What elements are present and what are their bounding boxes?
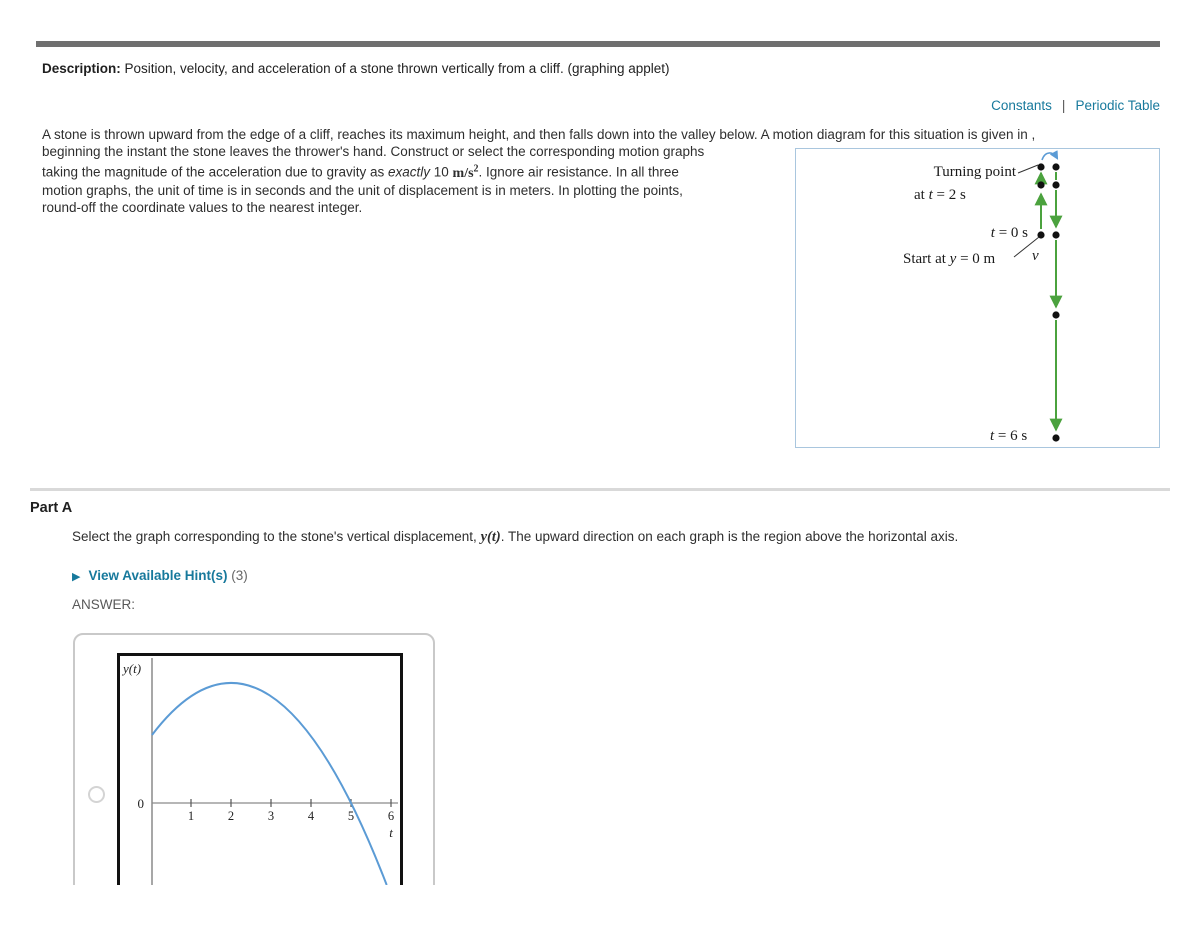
displacement-curve bbox=[151, 681, 388, 885]
reference-links: Constants | Periodic Table bbox=[0, 98, 1160, 113]
dot-down-t2 bbox=[1052, 163, 1060, 171]
origin-label: 0 bbox=[138, 796, 145, 811]
hint-count: (3) bbox=[231, 568, 248, 583]
t0-rest: = 0 s bbox=[994, 225, 1028, 241]
displacement-math-symbol: y(t) bbox=[480, 529, 501, 545]
problem-line-3: taking the magnitude of the acceleration… bbox=[42, 160, 1192, 182]
t-variable: t bbox=[928, 187, 933, 203]
dot-down-t6 bbox=[1052, 434, 1060, 442]
problem-line-1: A stone is thrown upward from the edge o… bbox=[42, 127, 1036, 142]
turning-time-rest: = 2 s bbox=[932, 187, 966, 203]
turning-point-label: Turning point bbox=[933, 164, 1016, 180]
section-divider bbox=[30, 488, 1170, 491]
prompt-post: . The upward direction on each graph is … bbox=[500, 529, 959, 544]
answer-label: ANSWER: bbox=[72, 597, 136, 612]
tick-label-3: 3 bbox=[268, 809, 274, 823]
turning-time-label: at t = 2 s bbox=[914, 187, 966, 204]
dot-down-t4 bbox=[1052, 231, 1060, 239]
turning-point-pointer-line bbox=[1017, 164, 1039, 174]
unit-exponent: 2 bbox=[473, 163, 479, 174]
tick-label-2: 2 bbox=[228, 809, 234, 823]
start-rest: = 0 m bbox=[956, 251, 996, 267]
problem-line-4: motion graphs, the unit of time is in se… bbox=[42, 182, 683, 198]
problem-line-5: round-off the coordinate values to the n… bbox=[42, 199, 363, 215]
turnaround-arc-icon bbox=[1041, 150, 1059, 161]
y-axis-label: y(t) bbox=[121, 661, 141, 676]
part-a-title: Part A bbox=[30, 500, 73, 516]
unit-base: m/s bbox=[452, 165, 474, 181]
t6-rest: = 6 s bbox=[994, 428, 1028, 444]
links-separator: | bbox=[1061, 98, 1066, 113]
answer-option-a: 1 2 3 4 5 6 0 t y(t) bbox=[73, 633, 435, 885]
dot-down-t3 bbox=[1052, 181, 1060, 189]
problem-line-2: beginning the instant the stone leaves t… bbox=[42, 144, 705, 159]
dot-up-t1 bbox=[1037, 181, 1045, 189]
y-variable: y bbox=[949, 251, 957, 267]
hint-link-label[interactable]: View Available Hint(s) bbox=[88, 568, 228, 583]
tick-label-5: 5 bbox=[348, 809, 354, 823]
t-variable: t bbox=[990, 225, 995, 241]
at-pre: at bbox=[914, 187, 929, 203]
line3-exactly: exactly bbox=[387, 164, 430, 180]
option-graph-frame: 1 2 3 4 5 6 0 t y(t) bbox=[117, 653, 403, 885]
line3-units: m/s2 bbox=[452, 163, 479, 181]
t-variable: t bbox=[990, 428, 995, 444]
x-axis-label: t bbox=[389, 825, 393, 840]
line3-mid: 10 bbox=[430, 164, 453, 180]
velocity-vector-label: v⃗ bbox=[1032, 248, 1051, 264]
option-graph: 1 2 3 4 5 6 0 t y(t) bbox=[121, 658, 398, 885]
line3-pre: taking the magnitude of the acceleration… bbox=[42, 164, 388, 180]
periodic-table-link[interactable]: Periodic Table bbox=[1075, 98, 1160, 113]
answer-option-radio[interactable] bbox=[88, 786, 105, 803]
assignment-description: Description: Position, velocity, and acc… bbox=[42, 61, 670, 76]
tick-label-6: 6 bbox=[388, 809, 394, 823]
start-position-label: Start at y = 0 m bbox=[903, 251, 995, 268]
description-label: Description: bbox=[42, 61, 121, 76]
constants-link[interactable]: Constants bbox=[991, 98, 1052, 113]
tick-label-4: 4 bbox=[308, 809, 315, 823]
header-divider-bar bbox=[36, 41, 1160, 47]
problem-statement: A stone is thrown upward from the edge o… bbox=[42, 126, 1192, 216]
line3-post: . Ignore air resistance. In all three bbox=[478, 164, 679, 180]
hint-expand-icon[interactable]: ▶ bbox=[72, 571, 81, 583]
dot-up-t0 bbox=[1037, 231, 1045, 239]
prompt-pre: Select the graph corresponding to the st… bbox=[72, 529, 481, 544]
description-text: Position, velocity, and acceleration of … bbox=[120, 61, 670, 76]
dot-down-t5 bbox=[1052, 311, 1060, 319]
dot-up-t2 bbox=[1037, 163, 1045, 171]
hint-toggle[interactable]: ▶ View Available Hint(s) (3) bbox=[72, 568, 248, 583]
t0-label: t = 0 s bbox=[928, 225, 1028, 242]
part-a-prompt: Select the graph corresponding to the st… bbox=[72, 529, 958, 546]
motion-diagram-figure: Turning point at t = 2 s t = 0 s Start a… bbox=[795, 148, 1160, 448]
start-pointer-line bbox=[1013, 236, 1040, 258]
motion-diagram-graphic bbox=[1013, 150, 1063, 442]
tick-label-1: 1 bbox=[188, 809, 194, 823]
start-pre: Start at bbox=[903, 251, 950, 267]
t6-label: t = 6 s bbox=[990, 428, 1027, 445]
